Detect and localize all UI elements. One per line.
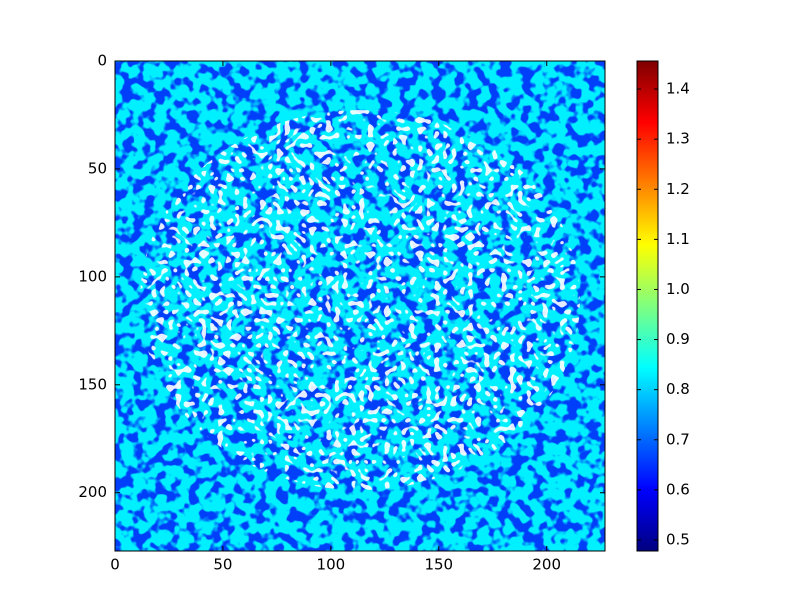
colorbar-tick-label: 1.3 [666, 130, 690, 148]
y-tick-label: 0 [97, 52, 107, 70]
colorbar-tick-label: 1.2 [666, 180, 690, 198]
colorbar-tick-label: 0.6 [666, 480, 690, 498]
colorbar-tick-label: 1.1 [666, 230, 690, 248]
axes-frame [114, 60, 606, 552]
y-tick-label: 50 [88, 159, 107, 177]
x-tick-label: 100 [317, 556, 346, 574]
colorbar [636, 60, 659, 552]
colorbar-tick-label: 0.9 [666, 330, 690, 348]
x-tick-label: 50 [213, 556, 232, 574]
image-detail [140, 110, 580, 490]
x-tick-label: 150 [424, 556, 453, 574]
colorbar-tick-label: 1.4 [666, 80, 690, 98]
colorbar-tick-label: 0.8 [666, 380, 690, 398]
x-tick-label: 200 [532, 556, 561, 574]
y-tick-label: 150 [78, 375, 107, 393]
image-area [114, 60, 606, 552]
colorbar-tick-label: 1.0 [666, 280, 690, 298]
x-tick-label: 0 [110, 556, 120, 574]
y-tick-label: 200 [78, 483, 107, 501]
y-tick-label: 100 [78, 267, 107, 285]
colorbar-tick-label: 0.7 [666, 430, 690, 448]
colorbar-tick-label: 0.5 [666, 530, 690, 548]
